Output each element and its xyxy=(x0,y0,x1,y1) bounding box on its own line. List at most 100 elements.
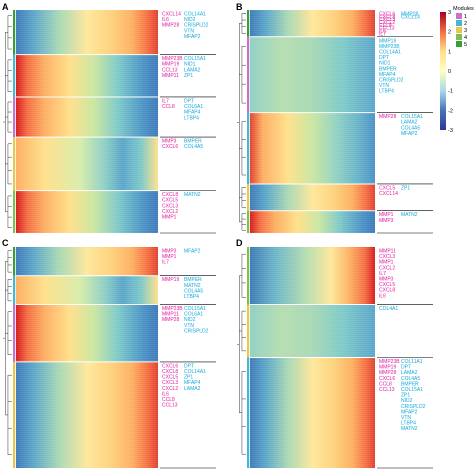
gene-label: MMP11 xyxy=(162,73,179,79)
module-band-texture xyxy=(16,96,158,138)
gene-label: MMP28 xyxy=(162,317,179,323)
module-sidebar xyxy=(13,96,16,138)
gene-label: CXCL5 xyxy=(379,185,395,191)
gene-label: MMP3 xyxy=(379,218,394,224)
gene-label: ZP1 xyxy=(401,393,410,399)
gene-label: CRISPLD2 xyxy=(401,404,426,410)
scale-tick-label: 2 xyxy=(448,30,451,36)
scale-tick-label: -1 xyxy=(448,89,453,95)
gene-label: MMP1 xyxy=(162,215,177,221)
gene-label: MMP19 xyxy=(379,365,396,371)
gene-label: CXCL6 xyxy=(162,144,178,150)
gene-label: CRISPLD2 xyxy=(184,328,209,334)
module-band-texture xyxy=(250,357,375,468)
gene-label: ZP1 xyxy=(184,73,193,79)
gene-label: IL7 xyxy=(379,271,386,277)
gene-label: MMP19 xyxy=(162,62,179,68)
gene-label: MMP23B xyxy=(379,359,400,365)
dendrogram xyxy=(3,250,12,455)
module-sidebar xyxy=(247,36,250,113)
module-legend-value: 4 xyxy=(464,35,467,41)
gene-label: CXCL2 xyxy=(162,209,178,215)
gene-label: IL6 xyxy=(379,293,386,299)
module-legend-value: 5 xyxy=(464,42,467,48)
gene-label: NID2 xyxy=(184,317,196,323)
gene-label: MMP28 xyxy=(162,23,179,29)
gene-label: COL6A1 xyxy=(184,312,203,318)
gene-label: COL6A1 xyxy=(184,104,203,110)
gene-label: LAMA2 xyxy=(184,386,201,392)
gene-label: MMP11 xyxy=(162,312,179,318)
module-sidebar xyxy=(13,137,16,191)
gene-label: LTBP4 xyxy=(184,115,199,121)
gene-label: ZP1 xyxy=(184,375,193,381)
gene-label: CCL8 xyxy=(379,381,392,387)
gene-label: MMP3 xyxy=(379,277,394,283)
dendrogram xyxy=(3,15,12,228)
gene-label: LTBP4 xyxy=(379,89,394,95)
gene-label: NID1 xyxy=(184,62,196,68)
module-sidebar xyxy=(13,275,16,305)
gene-label: CXCL6 xyxy=(379,376,395,382)
gene-label: IL7 xyxy=(162,260,169,266)
dendrogram xyxy=(237,13,246,231)
module-band-texture xyxy=(16,361,158,468)
gene-label: MATN2 xyxy=(401,426,418,432)
module-sidebar xyxy=(247,247,250,305)
gene-label: CCL8 xyxy=(162,104,175,110)
gene-label: CXCL8 xyxy=(162,192,178,198)
dendrogram xyxy=(237,253,246,455)
module-band-texture xyxy=(16,304,158,362)
module-sidebar xyxy=(13,361,16,468)
gene-label: MFAP2 xyxy=(401,409,418,415)
module-band-texture xyxy=(16,247,158,276)
scale-tick-label: -2 xyxy=(448,108,453,114)
gene-label: CXCL2 xyxy=(379,20,395,26)
gene-label: BMPER xyxy=(379,66,397,72)
gene-label: MMP1 xyxy=(162,254,177,260)
gene-label: MMP3 xyxy=(162,249,177,255)
scale-tick-label: -3 xyxy=(448,128,453,134)
module-legend-title: Modules xyxy=(453,6,474,12)
gene-label: MMP23B xyxy=(162,56,183,62)
gene-label: LAMA2 xyxy=(184,67,201,73)
module-band-texture xyxy=(16,54,158,97)
gene-label: MFAP2 xyxy=(184,249,201,255)
gene-label: LTBP4 xyxy=(184,294,199,300)
gene-label: MMP19 xyxy=(379,38,396,44)
gene-label: CXCL3 xyxy=(379,17,395,23)
gene-label: IL6 xyxy=(162,17,169,23)
module-legend-swatch xyxy=(456,27,462,33)
gene-label: CXCL3 xyxy=(162,203,178,209)
module-sidebar xyxy=(13,10,16,55)
gene-label: NID2 xyxy=(401,398,413,404)
gene-label: COL14A1 xyxy=(184,12,206,18)
gene-label: CXCL14 xyxy=(379,191,398,197)
gene-label: IL7 xyxy=(379,31,386,37)
gene-label: MMP11 xyxy=(379,249,396,255)
scale-tick-label: 1 xyxy=(448,49,451,55)
module-sidebar xyxy=(247,10,250,37)
module-band-texture xyxy=(250,10,375,37)
panel-label-c: C xyxy=(2,238,9,248)
gene-label: IL6 xyxy=(162,391,169,397)
gene-label: DPT xyxy=(401,365,411,371)
module-band-texture xyxy=(250,183,375,211)
gene-label: CCL8 xyxy=(162,397,175,403)
gene-label: CXCL6 xyxy=(379,12,395,18)
gene-label: NID1 xyxy=(379,61,391,67)
module-band-texture xyxy=(250,247,375,305)
panel-label-d: D xyxy=(236,238,243,248)
module-band-texture xyxy=(16,10,158,55)
module-sidebar xyxy=(13,247,16,276)
gene-label: CXCL8 xyxy=(162,369,178,375)
gene-label: CCL13 xyxy=(162,403,178,409)
module-sidebar xyxy=(13,304,16,362)
gene-label: COL4A5 xyxy=(184,288,203,294)
gene-label: CXCL3 xyxy=(379,254,395,260)
gene-label: MMP23B xyxy=(162,306,183,312)
